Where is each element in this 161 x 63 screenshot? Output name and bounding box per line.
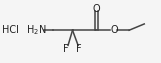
Text: HCl: HCl (2, 25, 19, 35)
Text: F: F (76, 44, 82, 54)
Text: F: F (63, 44, 69, 54)
Text: H$_2$N: H$_2$N (26, 23, 46, 37)
Text: O: O (110, 25, 118, 35)
Text: O: O (93, 4, 100, 14)
